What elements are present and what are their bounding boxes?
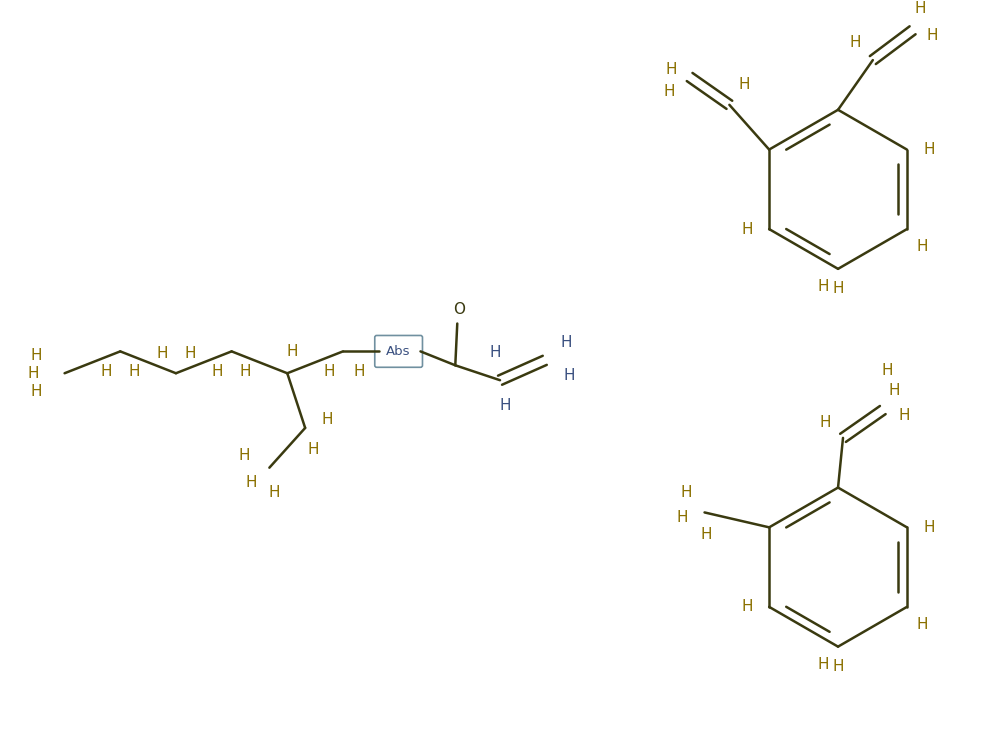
Text: H: H: [916, 240, 927, 255]
Text: H: H: [156, 345, 167, 361]
Text: H: H: [916, 617, 927, 632]
Text: H: H: [926, 28, 938, 43]
Text: H: H: [680, 485, 692, 500]
Text: H: H: [240, 364, 251, 379]
Text: H: H: [923, 520, 934, 534]
Text: H: H: [27, 366, 38, 381]
Text: H: H: [915, 1, 926, 16]
Text: H: H: [353, 364, 365, 379]
Text: H: H: [923, 142, 934, 157]
Text: H: H: [31, 383, 42, 398]
Text: H: H: [246, 475, 257, 490]
Text: H: H: [489, 345, 501, 360]
Text: H: H: [833, 281, 844, 296]
Text: H: H: [286, 344, 298, 359]
Text: H: H: [128, 364, 140, 379]
Text: H: H: [324, 364, 335, 379]
Text: H: H: [239, 448, 250, 463]
Text: H: H: [499, 398, 511, 413]
Text: Abs: Abs: [386, 345, 411, 358]
Text: H: H: [701, 527, 713, 542]
Text: H: H: [677, 510, 688, 525]
Text: H: H: [889, 383, 900, 398]
Text: H: H: [742, 600, 753, 615]
Text: H: H: [563, 367, 576, 383]
Text: H: H: [307, 442, 319, 457]
Text: H: H: [560, 335, 573, 350]
Text: H: H: [833, 659, 844, 674]
FancyBboxPatch shape: [375, 336, 422, 367]
Text: H: H: [820, 416, 831, 430]
Text: H: H: [817, 279, 829, 294]
Text: H: H: [739, 77, 750, 92]
Text: H: H: [817, 657, 829, 672]
Text: H: H: [742, 222, 753, 237]
Text: H: H: [31, 348, 42, 363]
Text: H: H: [666, 61, 677, 76]
Text: H: H: [101, 364, 112, 379]
Text: H: H: [322, 413, 333, 427]
Text: H: H: [882, 363, 893, 378]
Text: H: H: [268, 485, 280, 500]
Text: H: H: [184, 345, 196, 361]
Text: H: H: [899, 407, 910, 423]
Text: O: O: [454, 302, 466, 317]
Text: H: H: [664, 85, 675, 99]
Text: H: H: [849, 35, 861, 50]
Text: H: H: [212, 364, 224, 379]
